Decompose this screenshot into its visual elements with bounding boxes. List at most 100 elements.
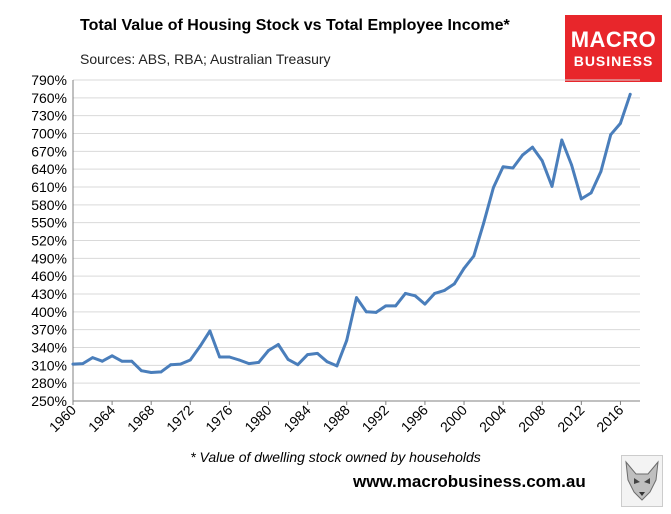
data-point: [169, 363, 173, 367]
series-line: [71, 92, 632, 374]
data-point: [443, 289, 446, 292]
x-tick-label: 1968: [124, 402, 157, 435]
data-point: [452, 282, 456, 286]
website-url: www.macrobusiness.com.au: [353, 472, 586, 491]
series-layer: [71, 92, 632, 374]
data-point: [540, 159, 544, 163]
data-point: [179, 362, 182, 366]
x-tick-label: 1980: [241, 402, 274, 435]
data-point: [110, 354, 114, 358]
data-point: [609, 133, 613, 137]
x-tick-label: 2004: [476, 402, 509, 435]
data-point: [472, 254, 476, 258]
y-tick-label: 310%: [31, 357, 67, 373]
data-point: [198, 344, 202, 348]
data-point: [521, 153, 525, 157]
data-point: [325, 360, 329, 364]
data-point: [394, 304, 397, 308]
y-tick-label: 610%: [31, 179, 67, 195]
data-point: [492, 186, 495, 190]
data-point: [345, 339, 349, 342]
data-point: [599, 170, 603, 173]
data-point: [423, 302, 427, 306]
x-tick-label: 1984: [280, 402, 313, 435]
y-tick-label: 250%: [31, 393, 67, 409]
x-tick-label: 2000: [437, 402, 470, 435]
x-tick-label: 1972: [163, 402, 196, 435]
y-tick-labels: 250% 280% 310%340% 370% 400% 430% 460% 490%520%…: [31, 72, 67, 409]
data-point: [501, 165, 505, 169]
data-point: [257, 361, 261, 364]
data-point: [247, 362, 251, 365]
y-tick-label: 670%: [31, 143, 67, 159]
footnote: * Value of dwelling stock owned by house…: [190, 449, 481, 465]
data-point: [570, 163, 573, 167]
x-tick-label: 1964: [85, 402, 118, 435]
x-tick-label: 2016: [593, 402, 626, 435]
data-point: [91, 356, 94, 359]
data-point: [140, 369, 143, 373]
data-point: [433, 292, 437, 295]
data-point: [316, 352, 319, 355]
data-point: [71, 362, 75, 366]
y-tick-label: 580%: [31, 197, 67, 213]
y-tick-label: 700%: [31, 126, 67, 142]
axes: [72, 80, 640, 405]
data-point: [384, 304, 388, 308]
y-tick-label: 430%: [31, 286, 67, 302]
x-tick-label: 2012: [554, 402, 587, 435]
x-tick-label: 1992: [359, 402, 392, 435]
data-point: [628, 92, 632, 96]
data-point: [267, 349, 270, 352]
data-point: [560, 138, 564, 142]
data-point: [228, 355, 231, 359]
data-point: [149, 371, 153, 374]
data-point: [286, 358, 290, 361]
data-point: [355, 296, 358, 299]
y-tick-label: 400%: [31, 304, 67, 320]
data-point: [364, 310, 368, 314]
logo-line-1: MACRO: [570, 27, 657, 52]
data-point: [374, 311, 378, 314]
grid-lines: [73, 79, 640, 384]
logo-line-2: BUSINESS: [573, 53, 654, 69]
data-point: [188, 358, 192, 362]
y-tick-label: 550%: [31, 215, 67, 231]
data-point: [306, 353, 309, 356]
x-tick-label: 1976: [202, 402, 235, 435]
data-point: [579, 197, 583, 201]
data-point: [81, 362, 85, 365]
data-point: [589, 191, 593, 195]
y-tick-label: 640%: [31, 161, 67, 177]
data-point: [413, 294, 417, 298]
data-point: [237, 358, 241, 362]
data-point: [130, 359, 134, 363]
data-point: [550, 185, 554, 188]
data-point: [159, 370, 163, 374]
y-tick-label: 730%: [31, 108, 67, 124]
chart-subtitle: Sources: ABS, RBA; Australian Treasury: [80, 51, 331, 67]
y-tick-label: 790%: [31, 72, 67, 88]
y-tick-label: 280%: [31, 375, 67, 391]
data-point: [619, 122, 622, 125]
y-tick-label: 760%: [31, 90, 67, 106]
data-point: [100, 359, 104, 363]
data-point: [296, 363, 300, 367]
data-point: [404, 292, 407, 295]
y-tick-label: 520%: [31, 233, 67, 249]
x-tick-label: 1996: [398, 402, 431, 435]
data-point: [335, 364, 339, 368]
x-tick-labels: 1960 1964 1968 1972 1976 1980 1984 1988 1992 1996…: [46, 402, 627, 435]
data-point: [208, 329, 212, 333]
data-point: [531, 145, 534, 149]
data-point: [482, 221, 485, 225]
x-tick-label: 1988: [320, 402, 353, 435]
data-point: [218, 355, 222, 359]
data-point: [511, 166, 515, 170]
fox-icon: [621, 455, 663, 507]
data-point: [276, 343, 280, 346]
chart-title: Total Value of Housing Stock vs Total Em…: [80, 17, 510, 34]
macrobusiness-logo: MACRO BUSINESS: [565, 15, 662, 82]
data-point: [120, 359, 124, 363]
